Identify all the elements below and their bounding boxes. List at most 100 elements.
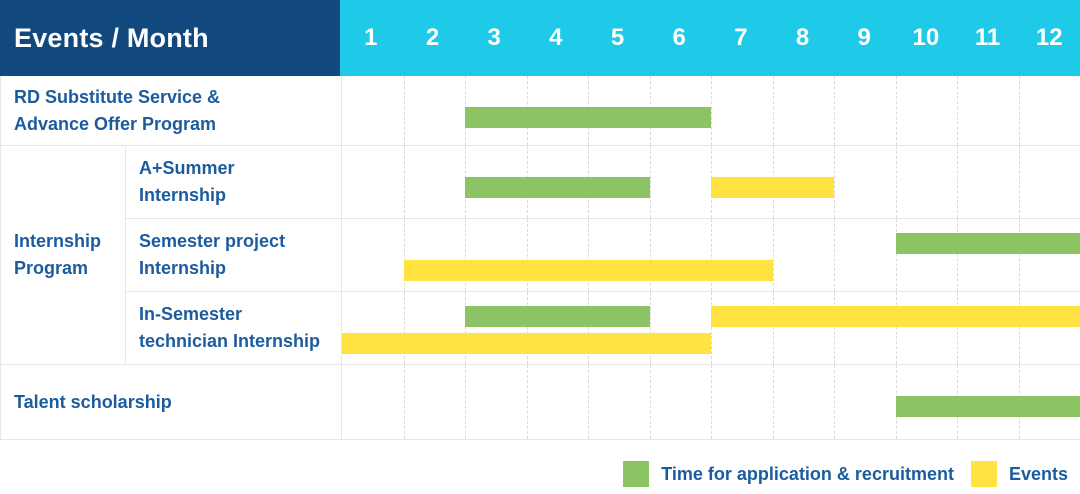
green-swatch-icon — [623, 461, 650, 487]
month-header-8: 8 — [795, 24, 810, 51]
month-header-6: 6 — [672, 24, 686, 51]
month-header-4: 4 — [549, 24, 563, 51]
gantt-bar-green — [465, 107, 711, 128]
month-gridline — [895, 219, 897, 291]
table-row-talent-scholarship: Talent scholarship — [1, 365, 1080, 440]
group-internship-program: Internship Program A+Summer Internship S… — [1, 146, 1080, 365]
month-gridline — [1018, 146, 1020, 218]
month-gridline — [588, 292, 589, 364]
timeline-cell-in-semester-technician — [341, 292, 1080, 364]
row-label-line: RD Substitute Service & — [14, 86, 221, 107]
table-row-semester-project: Semester project Internship — [125, 219, 1080, 292]
month-gridline — [649, 146, 651, 218]
month-gridline — [403, 365, 405, 439]
table-row-a-plus-summer: A+Summer Internship — [125, 146, 1080, 219]
month-gridline — [403, 146, 405, 218]
legend-label: Events — [1008, 463, 1068, 484]
table-row-in-semester-technician: In-Semester technician Internship — [125, 292, 1080, 365]
month-gridline — [403, 219, 405, 291]
gantt-bar-yellow — [711, 306, 1080, 327]
month-gridline — [834, 76, 835, 145]
table-body: RD Substitute Service & Advance Offer Pr… — [0, 76, 1080, 440]
month-gridline — [957, 76, 958, 145]
month-gridline — [1018, 219, 1020, 291]
month-gridline — [957, 292, 958, 364]
gantt-bar-yellow — [711, 177, 834, 198]
gantt-bar-green — [895, 233, 1080, 254]
table-header-row: Events / Month 1 2 3 4 5 6 7 8 9 10 11 1… — [0, 0, 1080, 76]
timeline-cell-semester-project — [341, 219, 1080, 291]
row-label-line: Internship — [139, 185, 227, 205]
gantt-bar-green — [465, 177, 650, 198]
month-gridline — [895, 292, 897, 364]
row-label-line: Internship — [139, 258, 227, 278]
month-gridline — [772, 219, 774, 291]
month-gridline — [895, 146, 897, 218]
timeline-cell-a-plus-summer — [341, 146, 1080, 218]
legend-label: Time for application & recruitment — [661, 463, 954, 484]
row-label-in-semester-technician: In-Semester technician Internship — [125, 292, 341, 364]
month-gridline — [403, 76, 405, 145]
month-gridline — [834, 146, 835, 218]
month-gridline — [649, 219, 651, 291]
group-label-line: Program — [14, 258, 89, 278]
month-gridline — [711, 219, 712, 291]
table-row-rd-substitute: RD Substitute Service & Advance Offer Pr… — [1, 76, 1080, 146]
month-gridline — [465, 219, 466, 291]
month-gridline — [403, 292, 405, 364]
month-gridline — [526, 219, 528, 291]
month-gridline — [711, 365, 712, 439]
legend: Time for application & recruitment Event… — [623, 461, 1068, 487]
row-label-line: Talent scholarship — [14, 391, 172, 412]
month-gridline — [957, 219, 958, 291]
month-gridline — [711, 76, 712, 145]
month-header-strip: 1 2 3 4 5 6 7 8 9 10 11 12 — [340, 0, 1080, 76]
month-gridline — [1018, 292, 1020, 364]
table-title: Events / Month — [14, 22, 209, 53]
month-header-11: 11 — [974, 24, 1001, 51]
group-rows: A+Summer Internship Semester project Int… — [125, 146, 1080, 365]
month-gridline — [834, 365, 835, 439]
legend-item-application-recruitment: Time for application & recruitment — [623, 461, 954, 487]
row-label-rd-substitute: RD Substitute Service & Advance Offer Pr… — [1, 76, 341, 145]
month-gridline — [465, 292, 466, 364]
row-label-line: technician Internship — [139, 331, 321, 351]
month-gridline — [895, 76, 897, 145]
month-gridline — [649, 292, 651, 364]
month-header-7: 7 — [734, 24, 748, 51]
month-header-5: 5 — [610, 24, 625, 51]
month-gridline — [1018, 76, 1020, 145]
events-month-header-cell: Events / Month — [0, 0, 340, 76]
month-gridline — [588, 219, 589, 291]
month-header-3: 3 — [487, 24, 501, 51]
month-header-2: 2 — [425, 24, 440, 51]
month-gridline — [465, 365, 466, 439]
month-gridline — [772, 365, 774, 439]
legend-item-events: Events — [970, 461, 1068, 487]
month-gridline — [588, 365, 589, 439]
month-header-12: 12 — [1035, 24, 1063, 51]
month-gridline — [711, 292, 712, 364]
row-label-line: A+Summer — [139, 158, 235, 178]
timeline-cell-talent-scholarship — [341, 365, 1080, 439]
month-gridline — [957, 146, 958, 218]
month-header-1: 1 — [364, 24, 378, 51]
row-label-semester-project: Semester project Internship — [125, 219, 341, 291]
yellow-swatch-icon — [970, 461, 997, 487]
month-header-10: 10 — [912, 24, 940, 51]
month-gridline — [834, 292, 835, 364]
group-label-internship-program: Internship Program — [1, 146, 125, 365]
row-label-line: Advance Offer Program — [14, 113, 217, 134]
month-gridline — [772, 292, 774, 364]
group-label-line: Internship — [14, 231, 102, 251]
month-gridline — [526, 365, 528, 439]
month-gridline — [834, 219, 835, 291]
month-gridline — [772, 76, 774, 145]
row-label-line: Semester project — [139, 231, 286, 251]
month-gridline — [649, 365, 651, 439]
gantt-bar-green — [465, 306, 650, 327]
row-label-line: In-Semester — [139, 304, 243, 324]
gantt-bar-yellow — [342, 333, 711, 354]
row-label-talent-scholarship: Talent scholarship — [1, 365, 341, 439]
